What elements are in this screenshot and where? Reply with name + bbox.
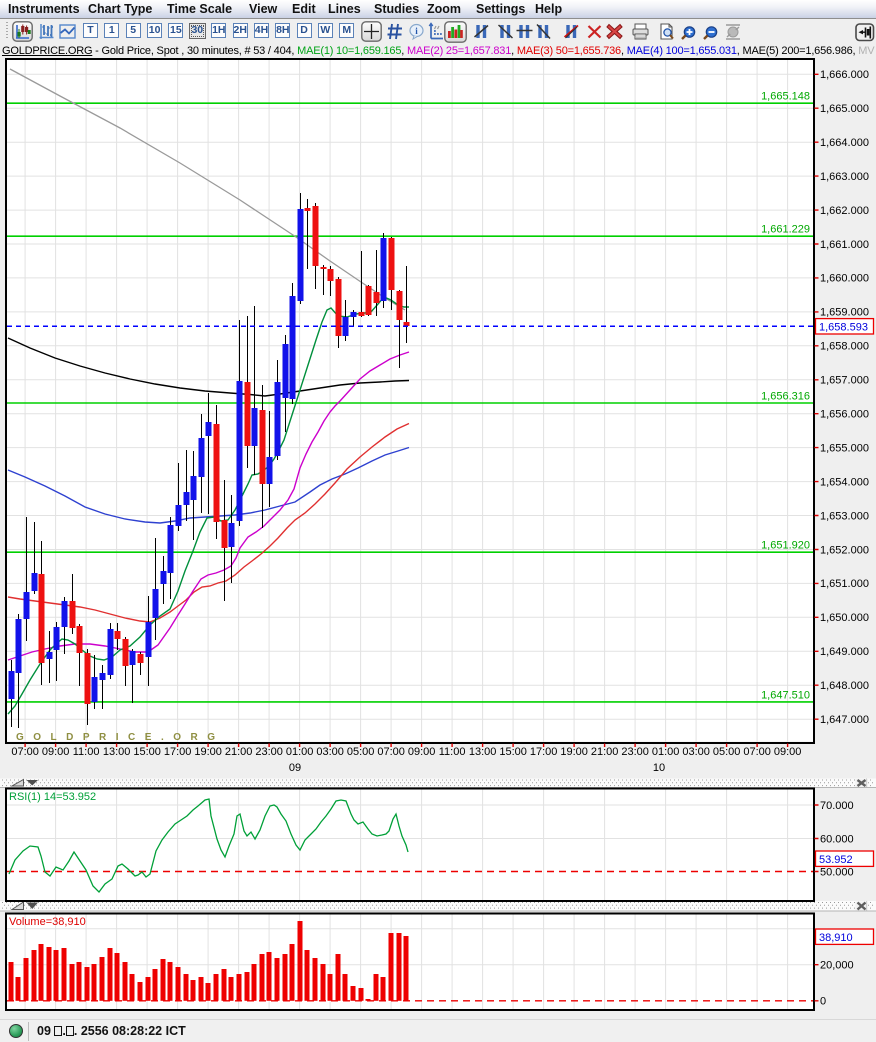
svg-text:20,000: 20,000 xyxy=(820,960,854,972)
svg-text:1,653.000: 1,653.000 xyxy=(820,510,869,522)
svg-text:50.000: 50.000 xyxy=(820,866,854,878)
svg-text:09:00: 09:00 xyxy=(774,746,802,758)
svg-text:1,661.229: 1,661.229 xyxy=(761,224,810,236)
svg-text:1,647.510: 1,647.510 xyxy=(761,689,810,701)
svg-text:23:00: 23:00 xyxy=(621,746,649,758)
svg-text:1,655.000: 1,655.000 xyxy=(820,442,869,454)
svg-text:19:00: 19:00 xyxy=(194,746,222,758)
svg-text:1,658.593: 1,658.593 xyxy=(819,321,868,333)
svg-text:53.952: 53.952 xyxy=(819,854,853,866)
svg-text:09:00: 09:00 xyxy=(408,746,436,758)
svg-text:1,666.000: 1,666.000 xyxy=(820,69,869,81)
svg-text:07:00: 07:00 xyxy=(743,746,771,758)
svg-text:RSI(1) 14=53.952: RSI(1) 14=53.952 xyxy=(9,791,96,803)
svg-text:15:00: 15:00 xyxy=(133,746,161,758)
svg-text:13:00: 13:00 xyxy=(469,746,497,758)
svg-text:1,648.000: 1,648.000 xyxy=(820,680,869,692)
svg-text:01:00: 01:00 xyxy=(652,746,680,758)
svg-text:1,656.316: 1,656.316 xyxy=(761,391,810,403)
svg-text:21:00: 21:00 xyxy=(591,746,619,758)
svg-text:05:00: 05:00 xyxy=(713,746,741,758)
svg-text:09:00: 09:00 xyxy=(42,746,70,758)
svg-text:17:00: 17:00 xyxy=(164,746,192,758)
svg-text:19:00: 19:00 xyxy=(560,746,588,758)
svg-text:1,652.000: 1,652.000 xyxy=(820,544,869,556)
svg-text:1,657.000: 1,657.000 xyxy=(820,375,869,387)
svg-text:11:00: 11:00 xyxy=(73,746,100,758)
svg-text:1,651.920: 1,651.920 xyxy=(761,540,810,552)
svg-text:21:00: 21:00 xyxy=(225,746,253,758)
svg-text:1,647.000: 1,647.000 xyxy=(820,714,869,726)
svg-text:1,662.000: 1,662.000 xyxy=(820,205,869,217)
svg-text:70.000: 70.000 xyxy=(820,800,854,812)
svg-text:1,654.000: 1,654.000 xyxy=(820,476,869,488)
svg-text:05:00: 05:00 xyxy=(347,746,375,758)
svg-text:Volume=38,910: Volume=38,910 xyxy=(9,916,86,928)
svg-text:11:00: 11:00 xyxy=(439,746,466,758)
svg-text:23:00: 23:00 xyxy=(255,746,283,758)
svg-text:1,658.000: 1,658.000 xyxy=(820,341,869,353)
svg-text:0: 0 xyxy=(820,996,826,1008)
svg-text:09: 09 xyxy=(289,762,301,774)
svg-text:1,659.000: 1,659.000 xyxy=(820,307,869,319)
svg-text:07:00: 07:00 xyxy=(377,746,405,758)
svg-text:15:00: 15:00 xyxy=(499,746,527,758)
svg-text:1,651.000: 1,651.000 xyxy=(820,578,869,590)
svg-text:03:00: 03:00 xyxy=(682,746,710,758)
svg-text:1,649.000: 1,649.000 xyxy=(820,646,869,658)
svg-text:1,664.000: 1,664.000 xyxy=(820,137,869,149)
svg-text:38,910: 38,910 xyxy=(819,932,853,944)
svg-text:13:00: 13:00 xyxy=(103,746,131,758)
svg-text:01:00: 01:00 xyxy=(286,746,314,758)
svg-text:10: 10 xyxy=(653,762,665,774)
svg-text:1,665.000: 1,665.000 xyxy=(820,103,869,115)
svg-text:1,663.000: 1,663.000 xyxy=(820,171,869,183)
svg-text:1,656.000: 1,656.000 xyxy=(820,409,869,421)
svg-text:1,661.000: 1,661.000 xyxy=(820,239,869,251)
svg-text:17:00: 17:00 xyxy=(530,746,558,758)
svg-text:GOLDPRICE.ORG: GOLDPRICE.ORG xyxy=(16,732,225,743)
svg-text:i: i xyxy=(415,26,418,36)
svg-text:03:00: 03:00 xyxy=(316,746,344,758)
svg-text:1,650.000: 1,650.000 xyxy=(820,612,869,624)
svg-text:07:00: 07:00 xyxy=(11,746,39,758)
svg-text:60.000: 60.000 xyxy=(820,833,854,845)
svg-text:1,665.148: 1,665.148 xyxy=(761,91,810,103)
svg-text:1,660.000: 1,660.000 xyxy=(820,273,869,285)
